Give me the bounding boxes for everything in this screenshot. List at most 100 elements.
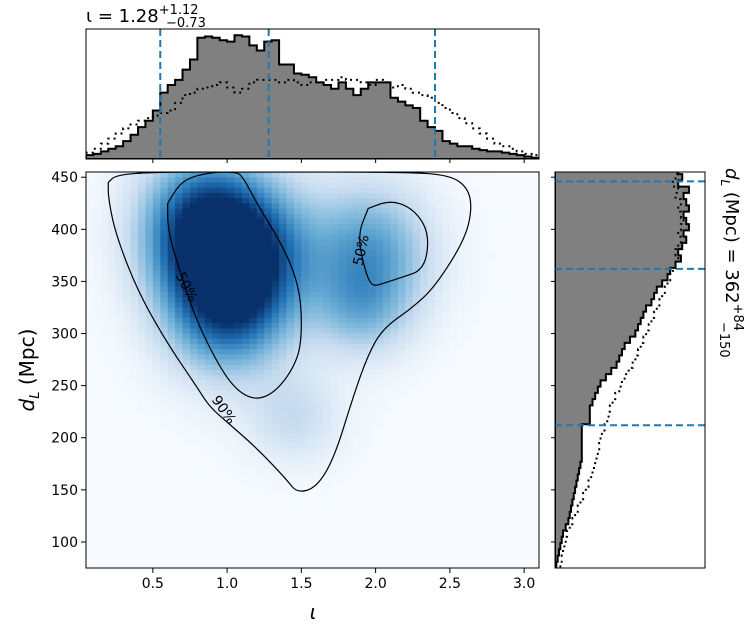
- heatmap-cell: [189, 427, 198, 434]
- heatmap-cell: [360, 453, 369, 460]
- heatmap-cell: [100, 541, 109, 548]
- heatmap-cell: [390, 182, 399, 189]
- heatmap-cell: [256, 208, 265, 215]
- heatmap-cell: [457, 557, 466, 564]
- heatmap-cell: [160, 526, 169, 533]
- heatmap-cell: [323, 458, 332, 465]
- heatmap-cell: [86, 364, 95, 371]
- heatmap-cell: [301, 317, 310, 324]
- heatmap-cell: [308, 531, 317, 538]
- heatmap-cell: [412, 536, 421, 543]
- heatmap-cell: [160, 500, 169, 507]
- heatmap-cell: [100, 307, 109, 314]
- heatmap-cell: [182, 192, 191, 199]
- heatmap-cell: [115, 291, 124, 298]
- heatmap-cell: [375, 531, 384, 538]
- heatmap-cell: [368, 172, 377, 178]
- heatmap-cell: [182, 385, 191, 392]
- heatmap-cell: [338, 370, 347, 376]
- heatmap-cell: [449, 411, 458, 418]
- heatmap-cell: [279, 536, 288, 543]
- heatmap-cell: [130, 354, 139, 361]
- heatmap-cell: [479, 364, 488, 371]
- heatmap-cell: [123, 250, 132, 256]
- heatmap-cell: [472, 208, 481, 215]
- heatmap-cell: [405, 396, 414, 402]
- heatmap-cell: [256, 396, 265, 402]
- heatmap-cell: [279, 500, 288, 507]
- heatmap-cell: [93, 427, 102, 434]
- heatmap-cell: [323, 203, 332, 210]
- heatmap-cell: [345, 427, 354, 434]
- heatmap-cell: [442, 177, 451, 184]
- heatmap-cell: [509, 515, 518, 522]
- heatmap-cell: [331, 536, 340, 543]
- heatmap-cell: [472, 427, 481, 434]
- heatmap-cell: [115, 198, 124, 204]
- heatmap-cell: [457, 370, 466, 376]
- heatmap-cell: [531, 484, 539, 491]
- heatmap-cell: [219, 552, 228, 559]
- heatmap-cell: [286, 317, 295, 324]
- heatmap-cell: [360, 552, 369, 559]
- heatmap-cell: [241, 515, 250, 522]
- heatmap-cell: [212, 463, 221, 470]
- heatmap-cell: [86, 396, 95, 402]
- heatmap-cell: [175, 562, 184, 568]
- heatmap-cell: [397, 359, 406, 366]
- heatmap-cell: [360, 302, 369, 309]
- heatmap-cell: [316, 521, 325, 527]
- heatmap-cell: [412, 307, 421, 314]
- heatmap-cell: [130, 281, 139, 288]
- heatmap-cell: [435, 192, 444, 199]
- heatmap-cell: [130, 224, 139, 230]
- heatmap-cell: [256, 281, 265, 288]
- heatmap-cell: [524, 364, 533, 371]
- heatmap-cell: [212, 177, 221, 184]
- heatmap-cell: [123, 541, 132, 548]
- heatmap-cell: [271, 385, 280, 392]
- heatmap-cell: [219, 406, 228, 413]
- heatmap-cell: [427, 255, 436, 262]
- heatmap-cell: [420, 489, 429, 496]
- heatmap-cell: [108, 495, 117, 501]
- heatmap-cell: [487, 229, 496, 236]
- heatmap-cell: [204, 500, 213, 507]
- heatmap-cell: [383, 479, 392, 486]
- heatmap-cell: [219, 489, 228, 496]
- heatmap-cell: [249, 323, 258, 329]
- heatmap-cell: [264, 448, 273, 454]
- heatmap-cell: [487, 557, 496, 564]
- heatmap-cell: [286, 338, 295, 345]
- heatmap-cell: [531, 234, 539, 241]
- heatmap-cell: [271, 416, 280, 423]
- heatmap-cell: [271, 317, 280, 324]
- heatmap-cell: [501, 562, 510, 568]
- heatmap-cell: [427, 463, 436, 470]
- heatmap-cell: [501, 317, 510, 324]
- heatmap-cell: [516, 312, 525, 319]
- heatmap-cell: [279, 515, 288, 522]
- heatmap-cell: [108, 271, 117, 277]
- heatmap-cell: [100, 531, 109, 538]
- heatmap-cell: [516, 547, 525, 553]
- heatmap-cell: [494, 312, 503, 319]
- heatmap-cell: [197, 526, 206, 533]
- heatmap-cell: [271, 515, 280, 522]
- heatmap-cell: [308, 244, 317, 251]
- heatmap-cell: [360, 448, 369, 454]
- heatmap-cell: [360, 198, 369, 204]
- heatmap-cell: [464, 271, 473, 277]
- heatmap-cell: [412, 302, 421, 309]
- heatmap-cell: [308, 547, 317, 553]
- heatmap-cell: [397, 255, 406, 262]
- heatmap-cell: [167, 177, 176, 184]
- heatmap-cell: [383, 271, 392, 277]
- heatmap-cell: [130, 218, 139, 225]
- heatmap-cell: [479, 515, 488, 522]
- heatmap-cell: [100, 484, 109, 491]
- heatmap-cell: [397, 422, 406, 428]
- heatmap-cell: [160, 375, 169, 382]
- heatmap-cell: [412, 531, 421, 538]
- heatmap-cell: [479, 239, 488, 246]
